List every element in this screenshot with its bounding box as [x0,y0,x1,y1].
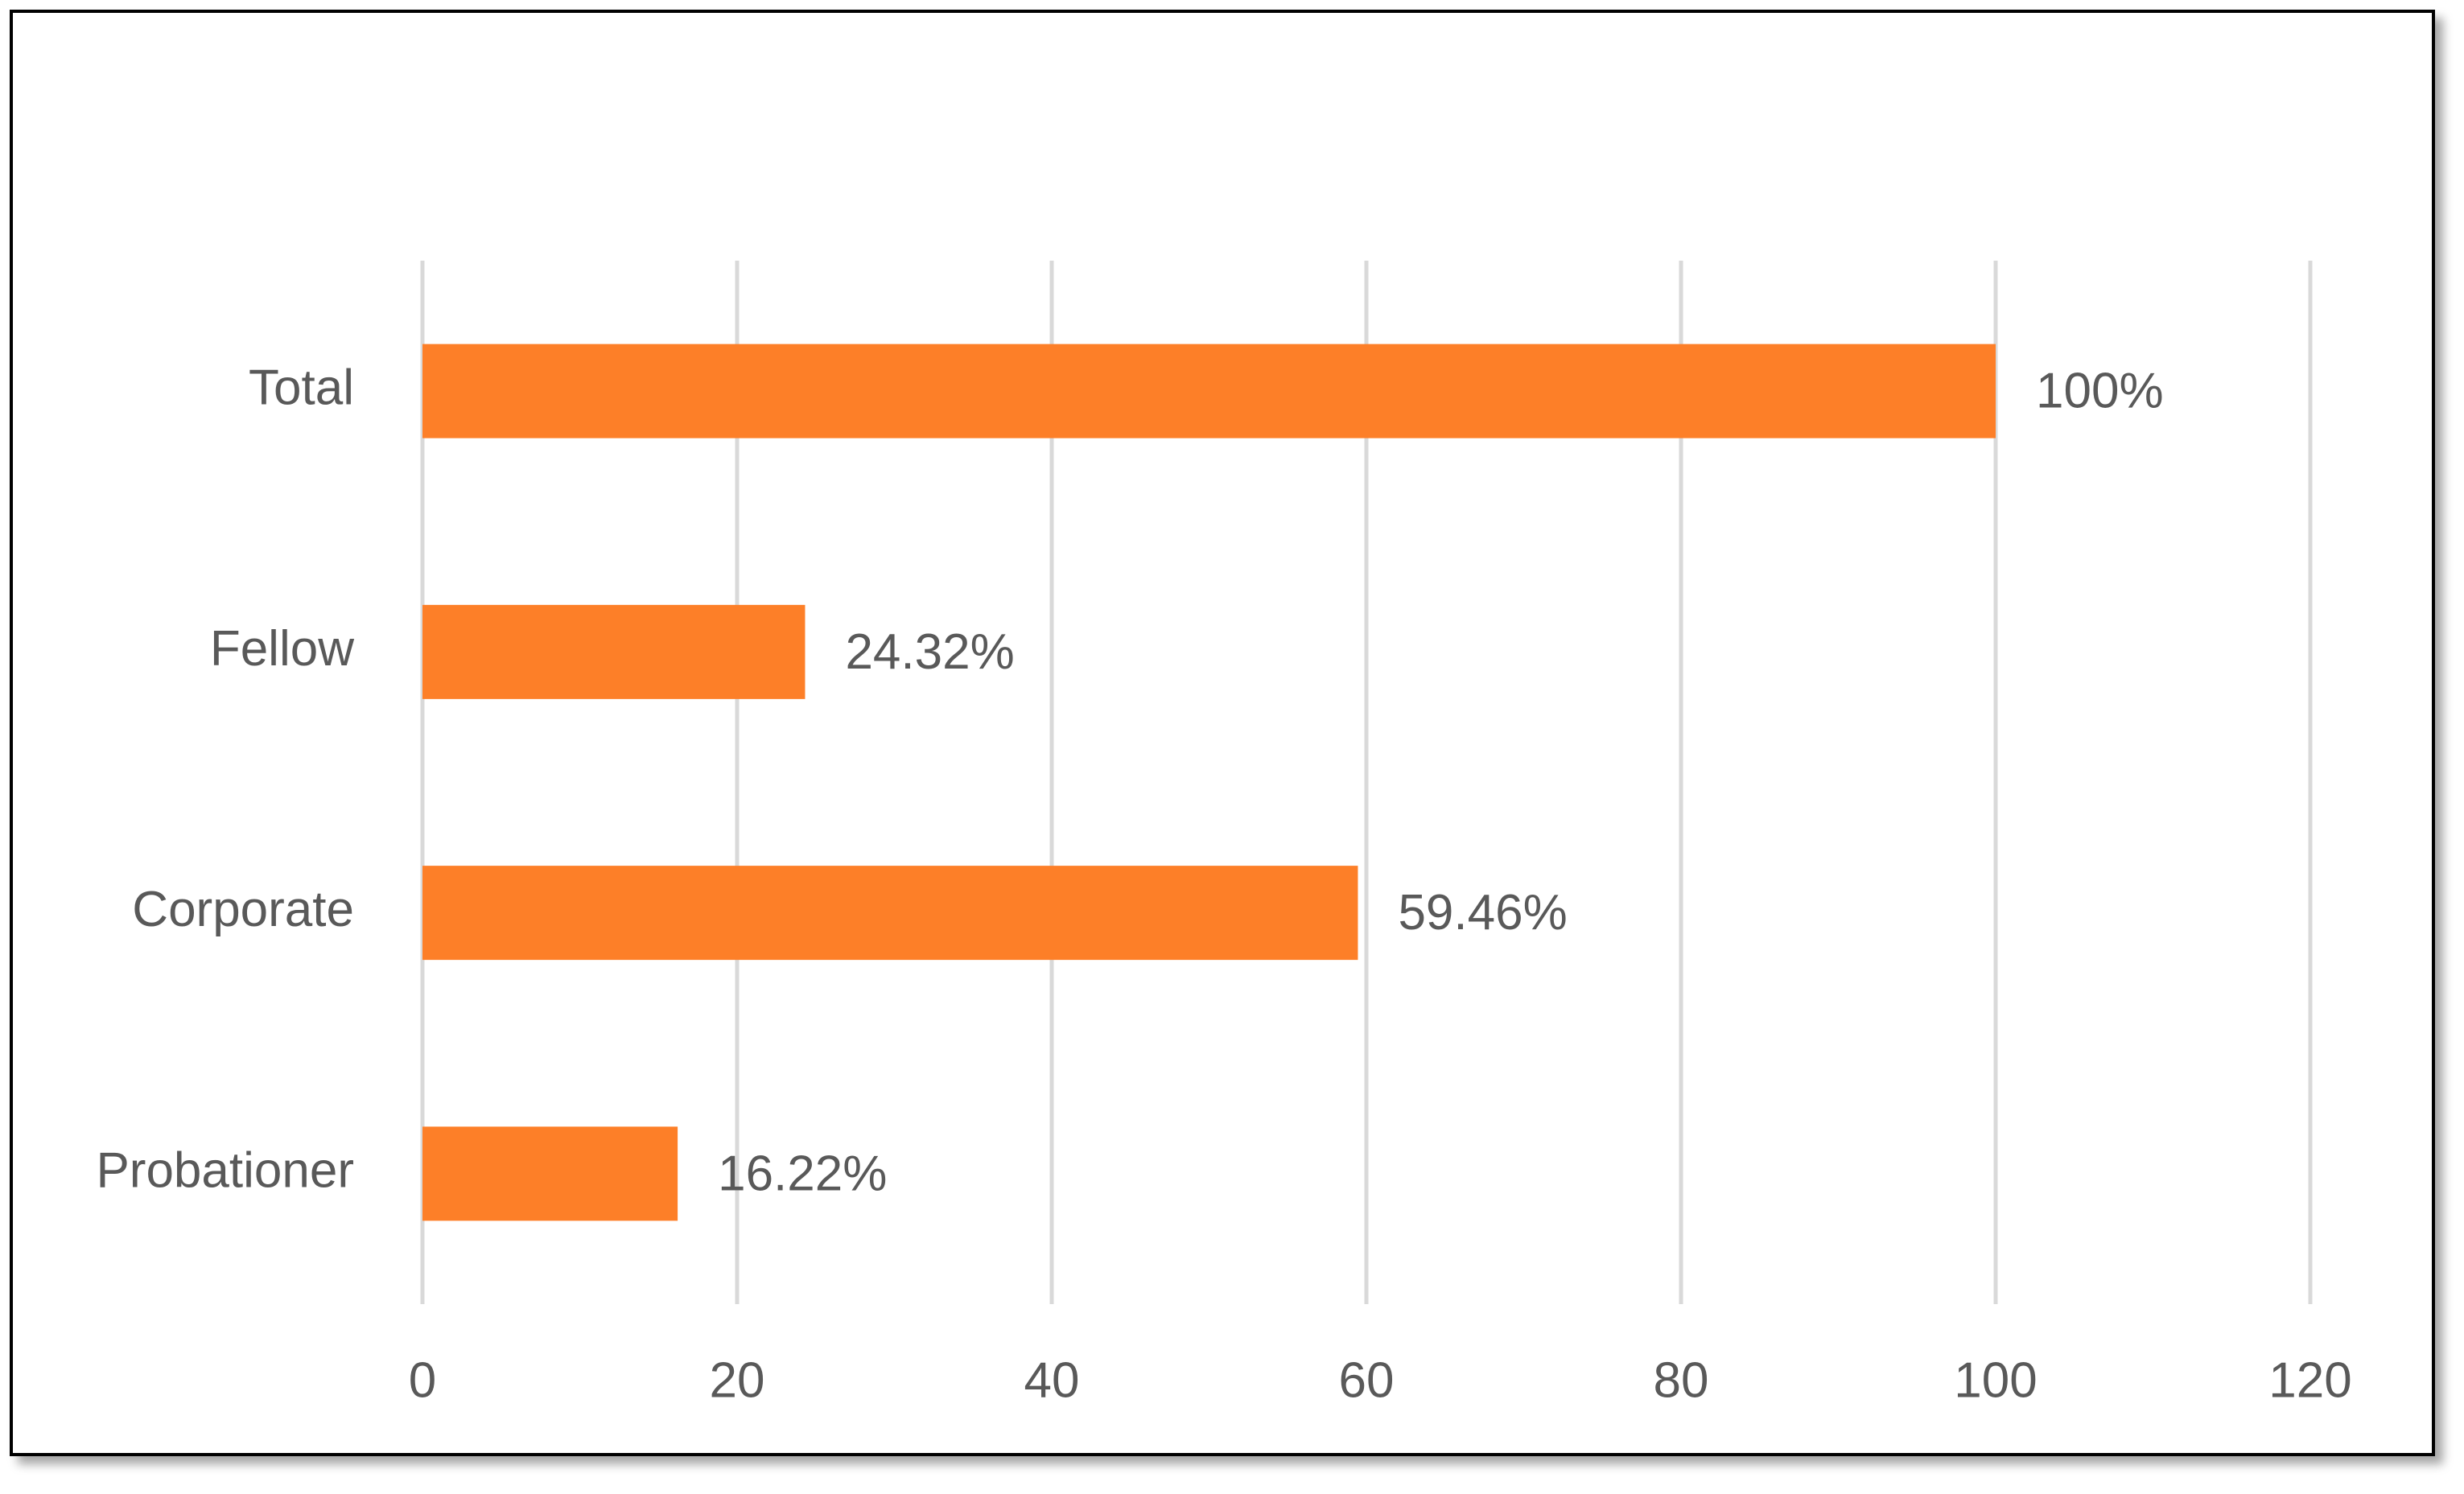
chart-frame [10,10,2435,1456]
data-label: 24.32% [845,624,1014,680]
x-tick-label: 100 [1954,1352,2037,1408]
y-tick-label: Probationer [96,1142,354,1198]
x-tick-label: 20 [710,1352,765,1408]
bar [422,344,1996,438]
bar [422,604,806,699]
y-tick-label: Fellow [210,621,354,677]
x-tick-label: 120 [2268,1352,2351,1408]
x-tick-label: 40 [1024,1352,1080,1408]
bar [422,866,1358,961]
x-tick-label: 80 [1654,1352,1709,1408]
y-tick-label: Total [249,360,354,416]
data-label: 100% [2036,364,2164,419]
data-label: 59.46% [1398,885,1567,940]
y-tick-label: Corporate [132,882,354,937]
data-label: 16.22% [718,1146,887,1201]
x-tick-label: 60 [1339,1352,1395,1408]
bar [422,1126,678,1221]
x-tick-label: 0 [409,1352,436,1408]
